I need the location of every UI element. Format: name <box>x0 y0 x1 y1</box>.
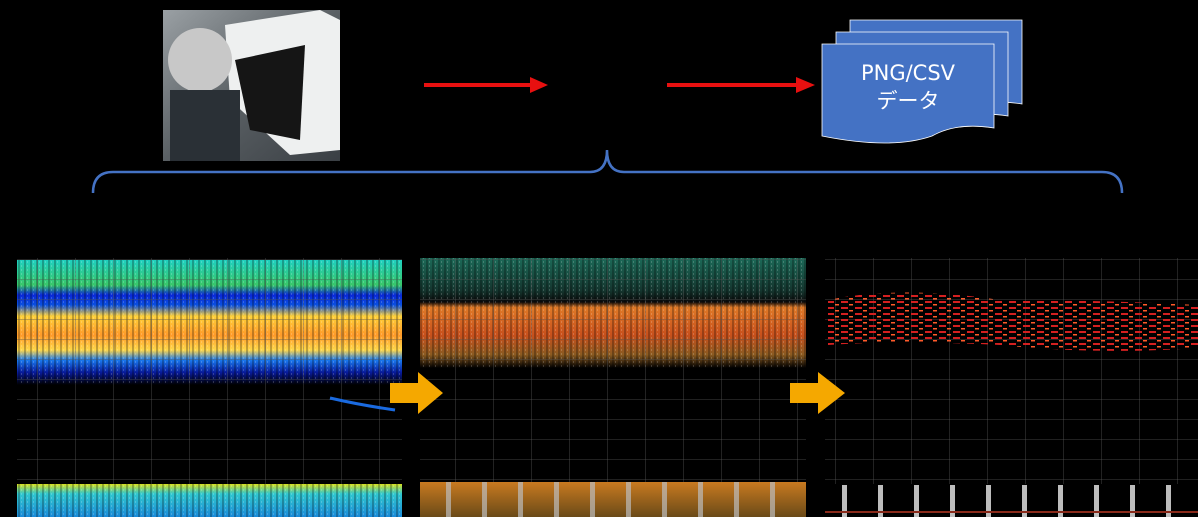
photo-head <box>168 28 232 92</box>
document-label: PNG/CSV <box>861 61 956 85</box>
echogram-detected <box>825 258 1198 517</box>
grid <box>17 258 402 484</box>
red-arrow-head <box>796 77 815 93</box>
bottom-texture <box>17 484 402 517</box>
document-label: データ <box>877 89 940 113</box>
page: PNG/CSV データ (() => { const data = JSON.p… <box>0 0 1198 517</box>
red-arrow-head <box>530 77 548 93</box>
photo-person <box>170 90 240 161</box>
echogram-filtered <box>420 258 806 517</box>
slide: PNG/CSV データ <box>0 0 1198 517</box>
echogram-raw <box>17 258 402 517</box>
bottom-bars <box>420 482 806 517</box>
red-arrows <box>424 77 815 93</box>
grid <box>420 258 806 484</box>
photo <box>163 10 340 161</box>
grid <box>825 258 1198 484</box>
